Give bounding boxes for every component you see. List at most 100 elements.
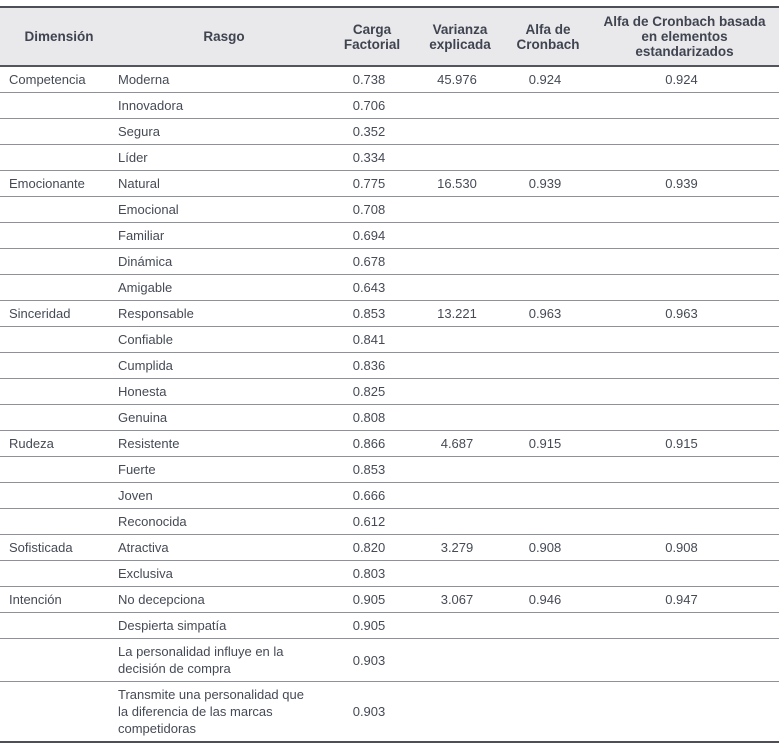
cell-dimension: Sofisticada	[0, 534, 118, 561]
cell-alfa: 0.924	[506, 66, 590, 93]
table-row: Emocionante Natural 0.775 16.530 0.939 0.939	[0, 170, 779, 197]
cell-varianza	[414, 274, 506, 301]
cell-varianza: 3.279	[414, 534, 506, 561]
cell-alfa	[506, 456, 590, 483]
table-row: Cumplida 0.836	[0, 352, 779, 379]
cell-rasgo: Amigable	[118, 274, 330, 301]
cell-dimension	[0, 274, 118, 301]
cell-alfa	[506, 681, 590, 743]
cell-alfa	[506, 248, 590, 275]
cell-carga: 0.825	[330, 378, 414, 405]
cell-dimension	[0, 681, 118, 743]
cell-dimension: Emocionante	[0, 170, 118, 197]
cell-carga: 0.643	[330, 274, 414, 301]
cell-varianza	[414, 196, 506, 223]
header-row: Dimensión Rasgo Carga Factorial Varianza ex…	[0, 6, 779, 67]
cell-rasgo: Dinámica	[118, 248, 330, 275]
cell-dimension	[0, 248, 118, 275]
table-row: Competencia Moderna 0.738 45.976 0.924 0.924	[0, 66, 779, 93]
cell-rasgo: Cumplida	[118, 352, 330, 379]
cell-dimension	[0, 144, 118, 171]
table-row: Dinámica 0.678	[0, 248, 779, 275]
cell-rasgo: Moderna	[118, 66, 330, 93]
cell-rasgo: No decepciona	[118, 586, 330, 613]
column-header-alfa: Alfa de Cronbach	[506, 6, 590, 67]
cell-alfa_std: 0.947	[590, 586, 779, 613]
cell-varianza	[414, 404, 506, 431]
cell-alfa_std: 0.908	[590, 534, 779, 561]
table-row: Rudeza Resistente 0.866 4.687 0.915 0.915	[0, 430, 779, 457]
cell-carga: 0.853	[330, 456, 414, 483]
table-row: Joven 0.666	[0, 482, 779, 509]
cell-varianza: 3.067	[414, 586, 506, 613]
cell-varianza	[414, 456, 506, 483]
table-row: Confiable 0.841	[0, 326, 779, 353]
table-row: Emocional 0.708	[0, 196, 779, 223]
cell-rasgo: La personalidad influye en la decisión d…	[118, 638, 330, 682]
cell-carga: 0.352	[330, 118, 414, 145]
cell-dimension	[0, 482, 118, 509]
cell-dimension	[0, 222, 118, 249]
cell-alfa	[506, 482, 590, 509]
cell-alfa_std	[590, 378, 779, 405]
cell-rasgo: Segura	[118, 118, 330, 145]
table-row: Sofisticada Atractiva 0.820 3.279 0.908 0.908	[0, 534, 779, 561]
cell-alfa_std	[590, 326, 779, 353]
table-row: Exclusiva 0.803	[0, 560, 779, 587]
cell-rasgo: Exclusiva	[118, 560, 330, 587]
cell-alfa_std	[590, 196, 779, 223]
cell-rasgo: Atractiva	[118, 534, 330, 561]
cell-alfa	[506, 196, 590, 223]
cell-alfa_std	[590, 482, 779, 509]
cell-varianza	[414, 222, 506, 249]
table-row: Innovadora 0.706	[0, 92, 779, 119]
cell-dimension: Rudeza	[0, 430, 118, 457]
cell-dimension	[0, 118, 118, 145]
cell-alfa_std	[590, 681, 779, 743]
cell-carga: 0.775	[330, 170, 414, 197]
cell-carga: 0.905	[330, 612, 414, 639]
cell-rasgo: Despierta simpatía	[118, 612, 330, 639]
cell-carga: 0.866	[330, 430, 414, 457]
cell-rasgo: Genuina	[118, 404, 330, 431]
cell-alfa_std	[590, 456, 779, 483]
cell-carga: 0.808	[330, 404, 414, 431]
cell-dimension: Sinceridad	[0, 300, 118, 327]
cell-alfa_std: 0.963	[590, 300, 779, 327]
cell-rasgo: Transmite una personalidad que la difere…	[118, 681, 330, 743]
column-header-varianza: Varianza explicada	[414, 6, 506, 67]
cell-varianza	[414, 248, 506, 275]
cell-rasgo: Familiar	[118, 222, 330, 249]
cell-varianza	[414, 378, 506, 405]
cell-carga: 0.666	[330, 482, 414, 509]
cell-alfa: 0.908	[506, 534, 590, 561]
cell-alfa	[506, 326, 590, 353]
cell-dimension	[0, 92, 118, 119]
cell-varianza: 45.976	[414, 66, 506, 93]
table-row: Transmite una personalidad que la difere…	[0, 681, 779, 743]
cell-carga: 0.612	[330, 508, 414, 535]
cell-alfa_std	[590, 560, 779, 587]
cell-alfa	[506, 560, 590, 587]
column-header-alfa_std: Alfa de Cronbach basada en elementos est…	[590, 6, 779, 67]
cell-alfa	[506, 274, 590, 301]
cell-dimension: Intención	[0, 586, 118, 613]
cell-alfa_std	[590, 248, 779, 275]
cell-carga: 0.836	[330, 352, 414, 379]
cell-varianza	[414, 560, 506, 587]
cell-carga: 0.334	[330, 144, 414, 171]
cell-rasgo: Confiable	[118, 326, 330, 353]
cell-dimension	[0, 196, 118, 223]
cell-alfa_std	[590, 118, 779, 145]
cell-dimension	[0, 404, 118, 431]
cell-alfa_std	[590, 144, 779, 171]
cell-varianza	[414, 482, 506, 509]
cell-dimension	[0, 352, 118, 379]
cell-varianza	[414, 326, 506, 353]
cell-varianza	[414, 508, 506, 535]
cell-rasgo: Responsable	[118, 300, 330, 327]
cell-rasgo: Honesta	[118, 378, 330, 405]
cell-alfa	[506, 508, 590, 535]
cell-rasgo: Reconocida	[118, 508, 330, 535]
cell-varianza	[414, 681, 506, 743]
